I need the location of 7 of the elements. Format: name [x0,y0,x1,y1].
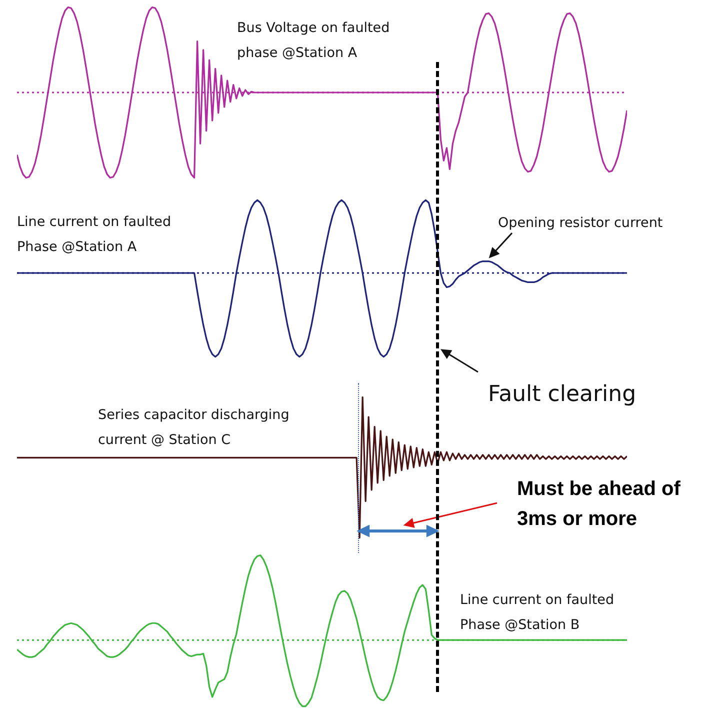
annotation: Fault clearing [488,381,636,409]
series-label: Line current on faulted Phase @Station A [17,213,172,257]
annotation: Must be ahead of 3ms or more [517,477,682,532]
series-label: Series capacitor discharging current @ Station C [98,406,290,450]
series-label: Bus Voltage on faulted phase @Station A [237,19,391,63]
annotation: Opening resistor current [498,214,663,233]
series-label: Line current on faulted Phase @Station B [460,591,616,635]
